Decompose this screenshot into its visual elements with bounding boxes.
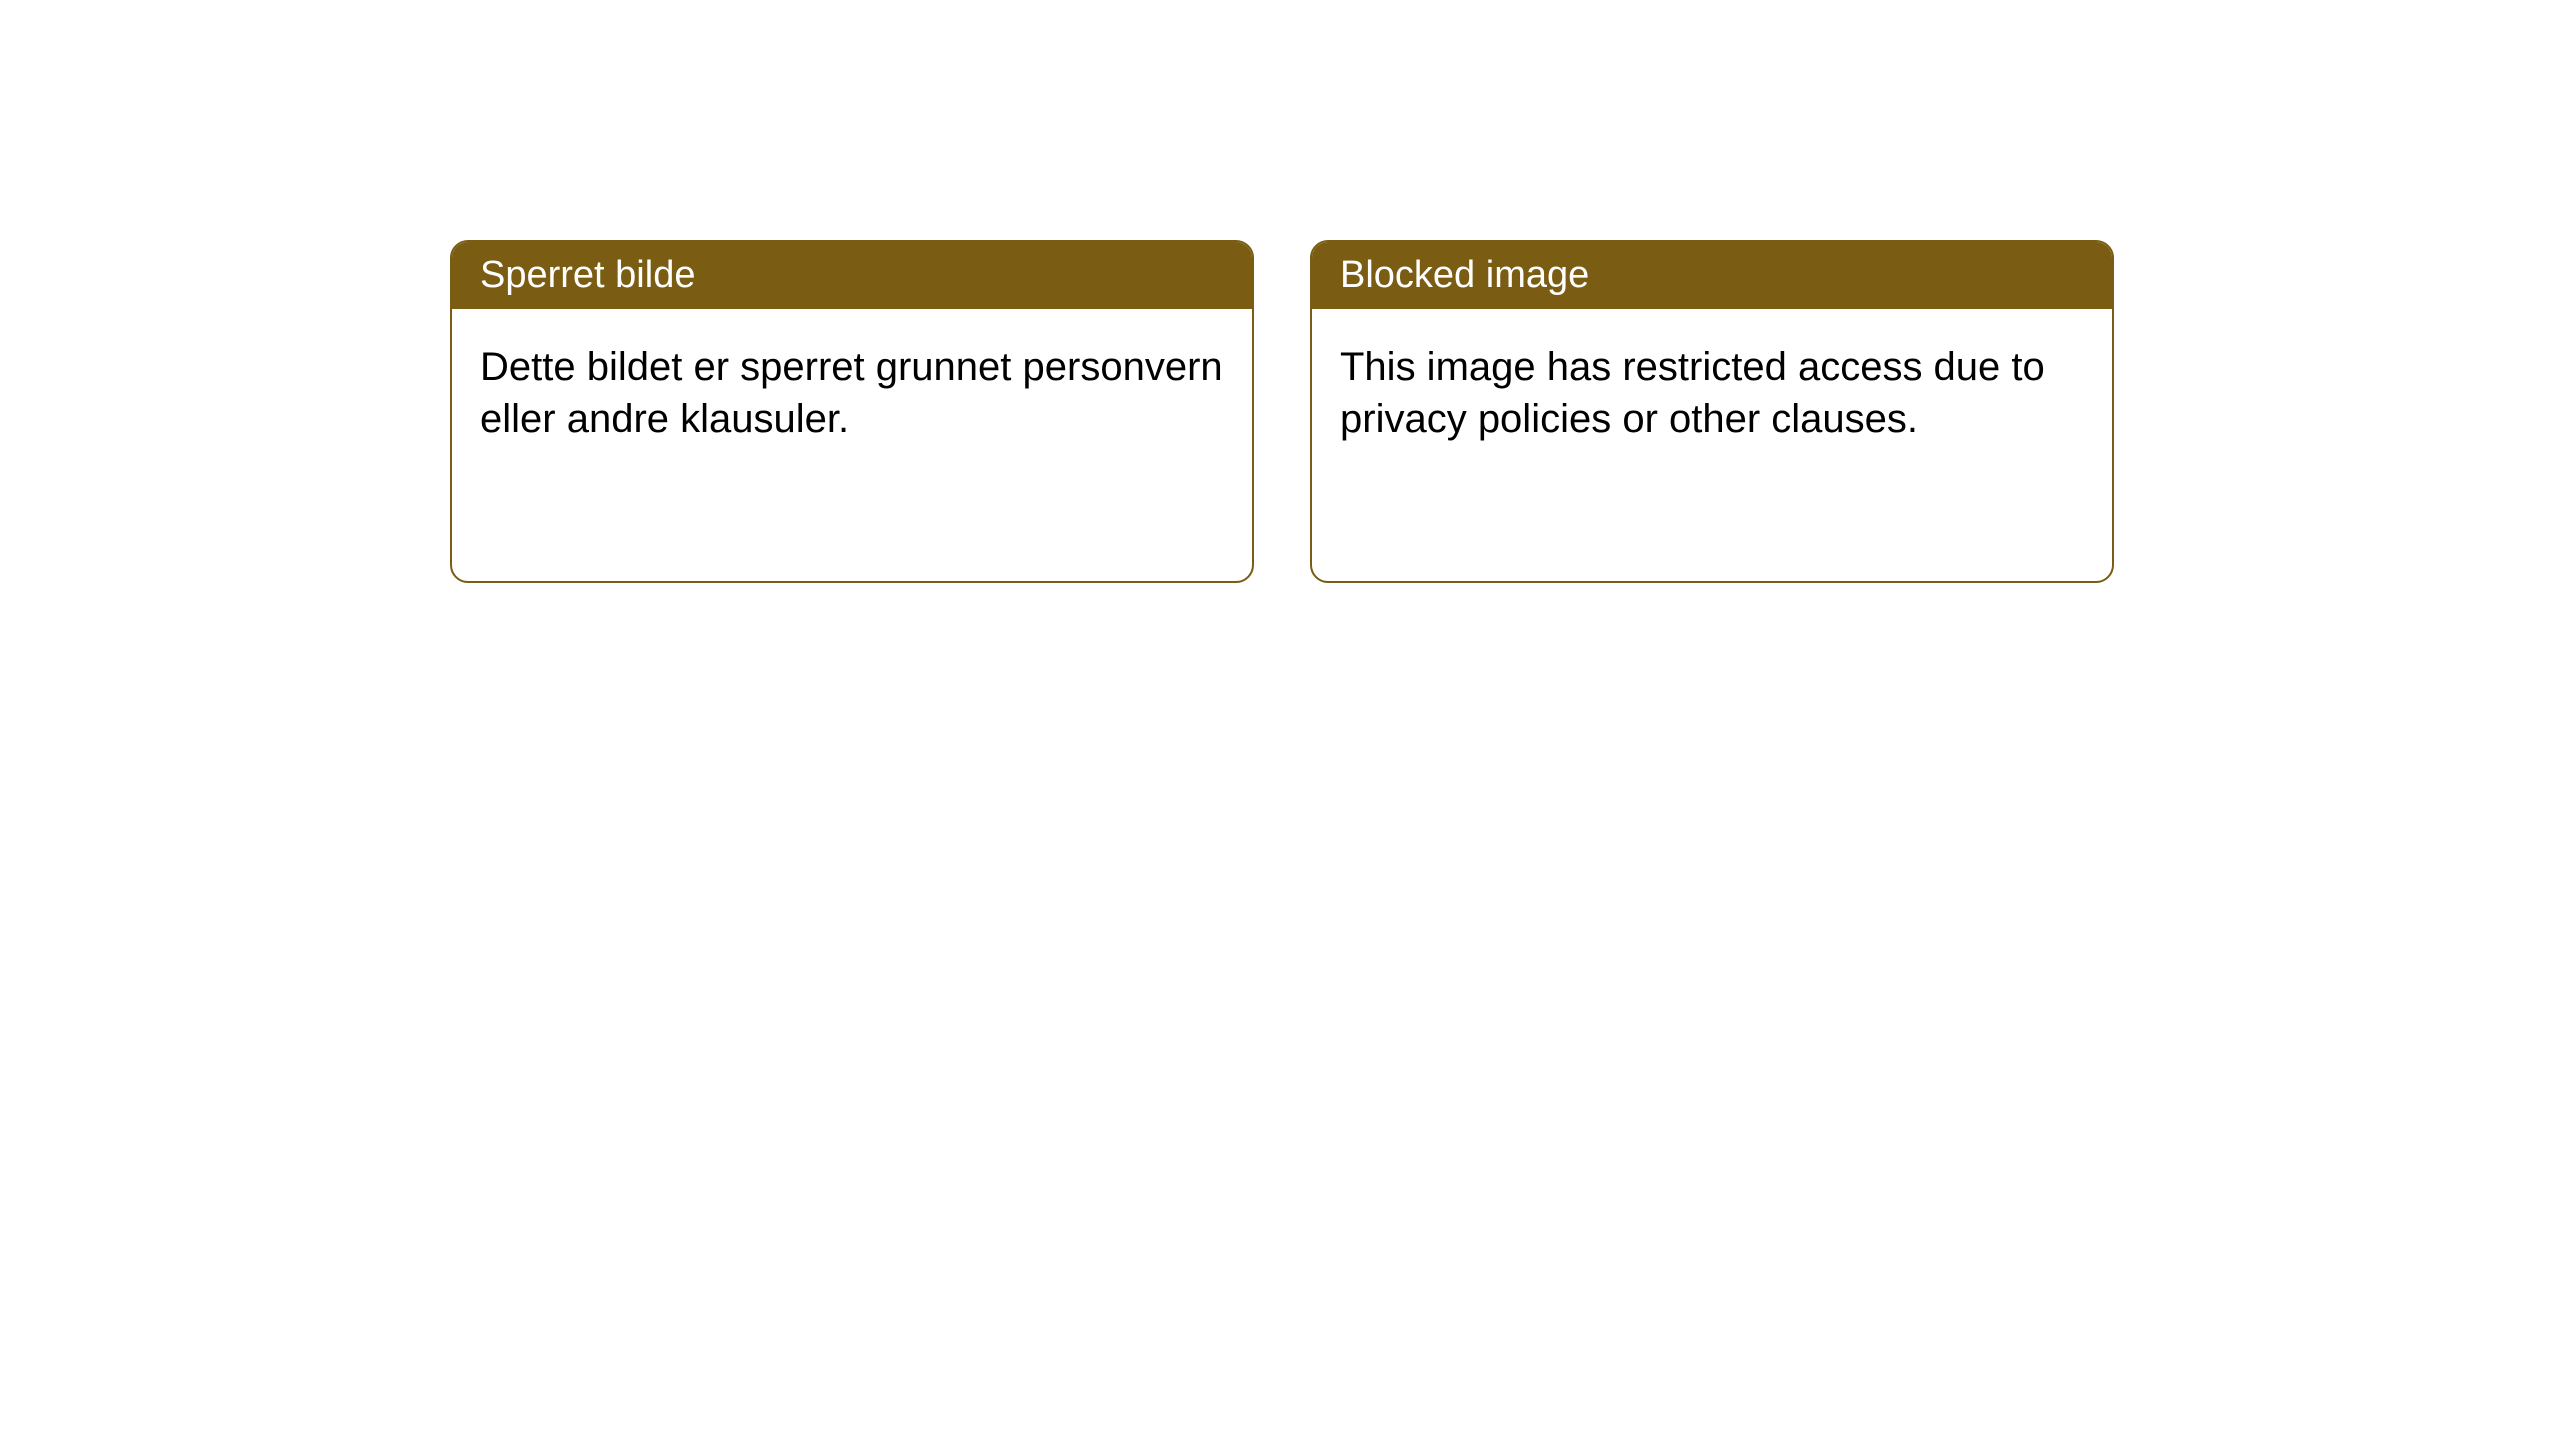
card-body-text: Dette bildet er sperret grunnet personve…	[480, 345, 1223, 441]
notice-card-norwegian: Sperret bilde Dette bildet er sperret gr…	[450, 240, 1254, 583]
notice-cards-container: Sperret bilde Dette bildet er sperret gr…	[450, 240, 2560, 583]
card-body-norwegian: Dette bildet er sperret grunnet personve…	[452, 309, 1252, 581]
card-title: Sperret bilde	[480, 254, 695, 296]
notice-card-english: Blocked image This image has restricted …	[1310, 240, 2114, 583]
card-body-english: This image has restricted access due to …	[1312, 309, 2112, 581]
card-header-norwegian: Sperret bilde	[452, 242, 1252, 309]
card-title: Blocked image	[1340, 254, 1589, 296]
card-header-english: Blocked image	[1312, 242, 2112, 309]
card-body-text: This image has restricted access due to …	[1340, 345, 2045, 441]
